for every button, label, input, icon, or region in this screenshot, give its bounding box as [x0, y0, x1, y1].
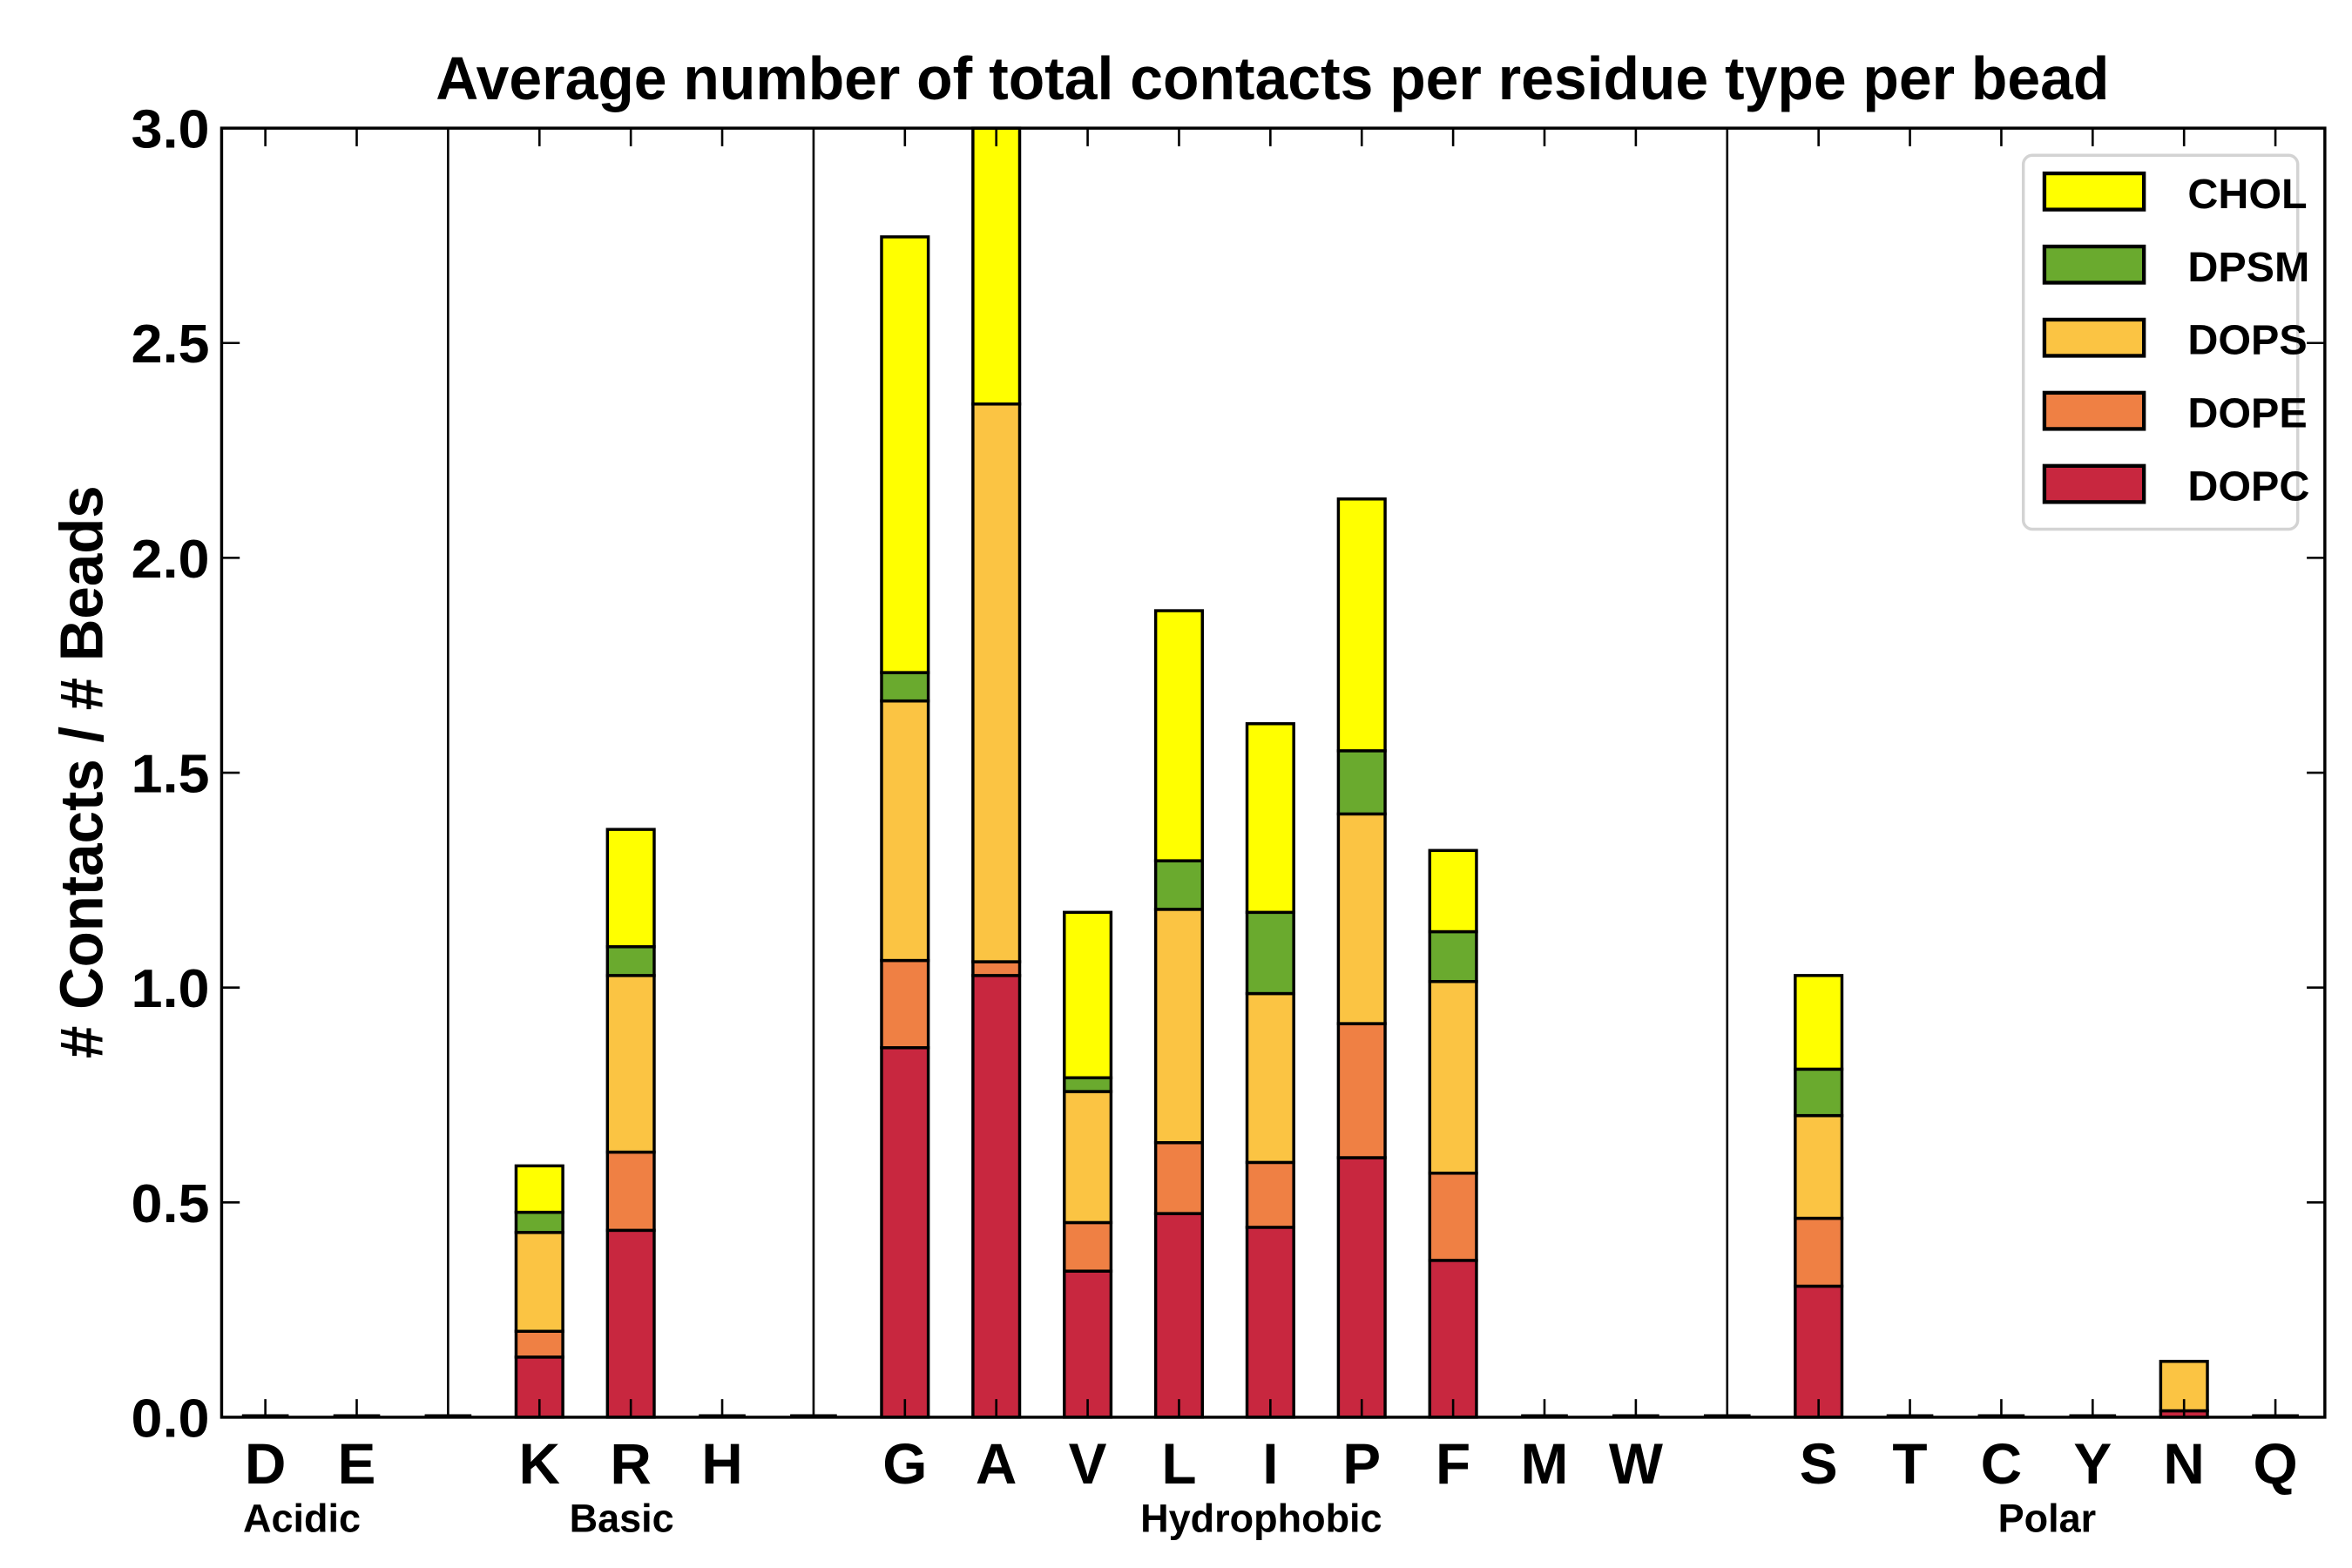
- bar-dope-F: [1428, 1172, 1478, 1262]
- bar-dope-S: [1794, 1216, 1844, 1288]
- group-label: Basic: [570, 1496, 674, 1540]
- bar-chol-F: [1428, 848, 1478, 934]
- bar-chol-I: [1245, 722, 1295, 915]
- bar-dope-R: [605, 1150, 656, 1233]
- bar-dops-A: [971, 402, 1022, 963]
- x-tick-label: Q: [2253, 1431, 2297, 1496]
- y-axis-label: # Contacts / # Beads: [48, 485, 116, 1058]
- bar-chol-S: [1794, 974, 1844, 1071]
- bar-chol-R: [605, 828, 656, 949]
- bar-chol-A: [971, 126, 1022, 406]
- bar-dops-F: [1428, 980, 1478, 1175]
- bar-dops-R: [605, 974, 656, 1154]
- bar-chol-P: [1336, 497, 1387, 753]
- x-tick-label: P: [1342, 1431, 1381, 1496]
- bar-dpsm-F: [1428, 929, 1478, 983]
- legend-swatch-dopc: [2042, 463, 2146, 504]
- group-label: Hydrophobic: [1140, 1496, 1382, 1540]
- x-tick-label: G: [882, 1431, 927, 1496]
- x-tick-label: R: [610, 1431, 651, 1496]
- legend-label-dopc: DOPC: [2187, 463, 2309, 510]
- bars-layer: [241, 126, 2299, 1419]
- bar-dops-G: [880, 699, 930, 963]
- legend: CHOL DPSM DOPS DOPE DOPC: [2021, 153, 2309, 531]
- bar-dops-K: [514, 1231, 564, 1334]
- bar-dpsm-G: [880, 671, 930, 703]
- bar-dopc-L: [1153, 1212, 1205, 1419]
- bar-dopc-F: [1428, 1259, 1478, 1419]
- bar-dopc-R: [605, 1228, 656, 1419]
- bar-dopc-K: [514, 1355, 564, 1419]
- group-label: Acidic: [243, 1496, 361, 1540]
- x-tick-label: D: [245, 1431, 286, 1496]
- bar-dpsm-P: [1336, 749, 1387, 816]
- legend-swatch-dops: [2042, 317, 2146, 358]
- legend-label-dope: DOPE: [2187, 390, 2307, 437]
- x-tick-label: W: [1609, 1431, 1663, 1496]
- bar-dops-I: [1245, 991, 1295, 1165]
- legend-label-dpsm: DPSM: [2187, 244, 2309, 291]
- bar-dope-G: [880, 958, 930, 1050]
- bar-dope-K: [514, 1329, 564, 1359]
- bar-dops-P: [1336, 812, 1387, 1025]
- y-tick-label: 0.5: [132, 1174, 210, 1234]
- chart-title: Average number of total contacts per res…: [436, 44, 2109, 112]
- x-tick-label: F: [1436, 1431, 1470, 1496]
- bar-dope-I: [1245, 1160, 1295, 1229]
- bar-dope-V: [1063, 1220, 1113, 1273]
- legend-label-dops: DOPS: [2187, 317, 2307, 364]
- bar-dope-L: [1153, 1140, 1205, 1215]
- x-tick-label: I: [1262, 1431, 1278, 1496]
- bar-dpsm-S: [1794, 1067, 1844, 1118]
- y-tick-label: 0.0: [132, 1389, 210, 1449]
- x-tick-label: T: [1892, 1431, 1927, 1496]
- x-tick-label: E: [338, 1431, 376, 1496]
- x-tick-label: S: [1800, 1431, 1838, 1496]
- y-tick-label: 3.0: [132, 100, 210, 160]
- bar-chol-K: [514, 1164, 564, 1214]
- bar-dopc-V: [1063, 1269, 1113, 1419]
- y-tick-label: 2.5: [132, 314, 210, 375]
- bar-dpsm-I: [1245, 910, 1295, 996]
- bar-dops-L: [1153, 908, 1205, 1145]
- bar-dopc-I: [1245, 1226, 1295, 1419]
- axes-layer: 0.0 0.5 1.0 1.5 2.0 2.5 3.0 D E K R H G A V L I P F M W S T C Y N…: [132, 100, 2327, 1540]
- bar-chol-G: [880, 235, 930, 674]
- bar-dopc-A: [971, 974, 1022, 1419]
- y-tick-label: 2.0: [132, 530, 210, 590]
- x-tick-label: C: [1981, 1431, 2022, 1496]
- y-tick-label: 1.0: [132, 959, 210, 1019]
- bar-dops-V: [1063, 1090, 1113, 1225]
- legend-swatch-chol: [2042, 171, 2146, 212]
- bar-dpsm-L: [1153, 859, 1205, 911]
- bar-dopc-G: [880, 1045, 930, 1419]
- bar-dope-P: [1336, 1022, 1387, 1159]
- bar-dpsm-V: [1063, 1076, 1113, 1093]
- bar-chol-L: [1153, 609, 1205, 862]
- bar-dopc-S: [1794, 1284, 1844, 1419]
- x-tick-label: A: [976, 1431, 1017, 1496]
- x-tick-label: V: [1069, 1431, 1107, 1496]
- group-label: Polar: [1998, 1496, 2097, 1540]
- x-tick-label: M: [1521, 1431, 1569, 1496]
- legend-label-chol: CHOL: [2187, 171, 2307, 218]
- x-tick-label: L: [1161, 1431, 1196, 1496]
- legend-swatch-dpsm: [2042, 244, 2146, 285]
- bar-dpsm-K: [514, 1210, 564, 1234]
- bar-dope-A: [971, 960, 1022, 977]
- x-tick-label: K: [519, 1431, 560, 1496]
- x-tick-label: N: [2163, 1431, 2204, 1496]
- bar-dops-S: [1794, 1113, 1844, 1220]
- legend-swatch-dope: [2042, 390, 2146, 431]
- x-tick-label: H: [701, 1431, 742, 1496]
- bar-dopc-P: [1336, 1156, 1387, 1419]
- bar-chol-V: [1063, 910, 1113, 1079]
- bar-dpsm-R: [605, 945, 656, 977]
- y-tick-label: 1.5: [132, 745, 210, 805]
- x-tick-label: Y: [2073, 1431, 2112, 1496]
